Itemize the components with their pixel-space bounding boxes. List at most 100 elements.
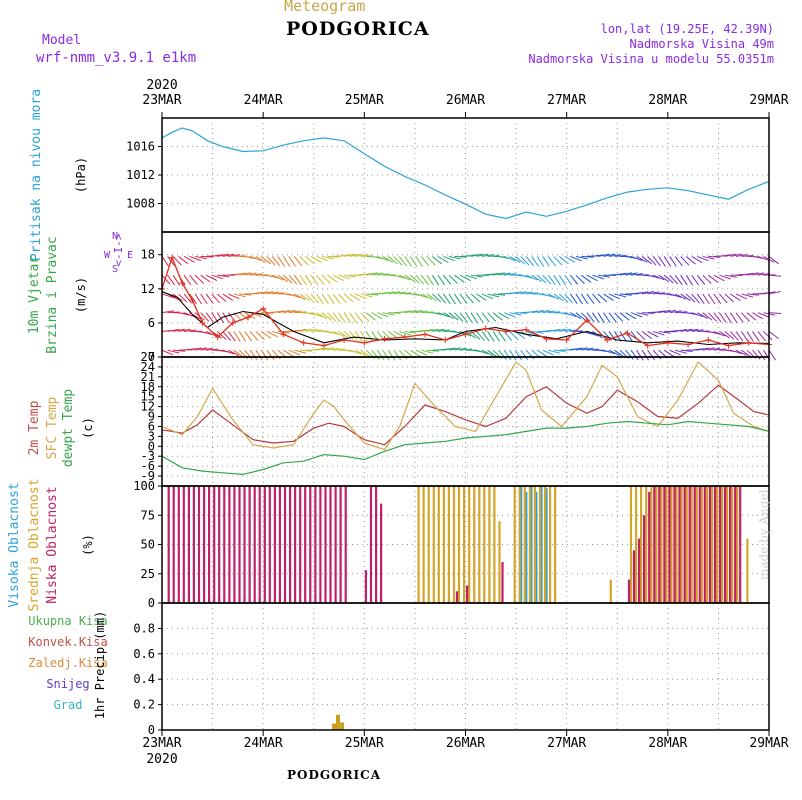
wind-barb xyxy=(437,329,450,332)
wind-barb xyxy=(349,253,362,257)
wind-barb xyxy=(592,312,600,323)
wind-barb-column xyxy=(713,255,726,351)
wind-barb xyxy=(376,349,385,361)
wind-barb xyxy=(614,293,627,298)
wind-gust-marker xyxy=(705,336,712,343)
wind-barb xyxy=(757,312,770,318)
wind-barb xyxy=(575,312,586,321)
top-year-label: 2020 xyxy=(146,78,177,93)
wind-barb xyxy=(399,292,412,295)
cloud-low-bar xyxy=(643,515,646,604)
pressure-line xyxy=(161,127,770,220)
wind-barb xyxy=(200,347,213,351)
wind-gust-marker xyxy=(725,342,732,349)
wind-barb xyxy=(614,312,624,322)
wind-barb xyxy=(409,274,420,284)
cloud-low-bar xyxy=(233,486,236,603)
wind-barb-column xyxy=(691,256,704,351)
cloud-low-bar xyxy=(304,486,307,603)
wind-barb xyxy=(266,256,276,266)
wind-barb xyxy=(768,312,782,314)
cloud-mid-bar xyxy=(705,486,708,603)
wind-barb xyxy=(255,331,265,341)
wind-barb xyxy=(603,253,616,257)
model-altitude-info: Nadmorska Visina u modelu 55.0351m xyxy=(528,52,774,66)
bottom-day-label: 26MAR xyxy=(446,736,485,751)
wind-barb xyxy=(476,331,485,341)
wind-gust-marker xyxy=(685,341,692,348)
cloud-high-bar xyxy=(520,486,523,603)
wind-barb-column xyxy=(233,255,246,358)
wind-barb xyxy=(393,330,405,338)
wind-barb xyxy=(327,293,335,305)
cloud-low-bar xyxy=(364,570,367,603)
wind-barb xyxy=(641,331,652,340)
cloud-low-bar xyxy=(501,562,504,603)
wind-barb xyxy=(261,291,274,295)
wind-barb xyxy=(321,312,332,321)
wind-barb xyxy=(752,312,763,320)
wind-barb xyxy=(686,328,699,332)
wind-barb xyxy=(746,331,754,342)
wind-barb xyxy=(492,272,505,276)
wind-barb xyxy=(244,272,257,276)
wind-barb xyxy=(338,254,351,257)
wind-barb xyxy=(514,256,525,265)
wind-barb xyxy=(757,273,770,276)
wind-direction-legend: <-I-> xyxy=(112,233,125,266)
cloud-mid-bar xyxy=(442,486,445,603)
cloud-low-bar xyxy=(172,486,175,603)
wind-barb xyxy=(625,312,637,320)
cloud-mid-bar xyxy=(488,486,491,603)
wind-barb xyxy=(547,274,556,286)
wind-barb xyxy=(592,254,605,257)
wind-barb xyxy=(360,331,368,342)
wind-barb xyxy=(249,349,258,361)
wind-barb-column xyxy=(724,253,737,353)
wind-barb xyxy=(282,256,291,267)
wind-barb xyxy=(272,274,284,281)
wind-barb xyxy=(299,349,312,352)
wind-barb xyxy=(277,256,286,267)
wind-barb xyxy=(526,292,539,295)
wind-barb xyxy=(603,312,611,323)
cloud-low-bar xyxy=(724,486,727,603)
wind-barb xyxy=(575,255,588,260)
y-tick-label: 6 xyxy=(148,316,155,330)
wind-barb xyxy=(718,312,727,323)
y-tick-label: 24 xyxy=(141,360,155,374)
wind-barb xyxy=(183,255,195,263)
wind-barb xyxy=(261,331,272,339)
cloud-low-bar xyxy=(693,486,696,603)
wind-barb xyxy=(719,274,731,280)
wind-barb-column xyxy=(729,253,743,355)
wind-barb xyxy=(437,274,446,286)
wind-barb-column xyxy=(183,255,197,351)
wind-barb xyxy=(481,293,494,300)
wind-barb xyxy=(674,293,687,300)
top-day-label: 29MAR xyxy=(749,93,788,108)
wind-barb xyxy=(465,331,476,339)
wind-barb xyxy=(305,274,313,286)
wind-barb-column xyxy=(266,256,279,361)
wind-barb xyxy=(503,349,512,361)
wind-barb-column xyxy=(437,256,450,351)
wind-barb xyxy=(675,349,687,354)
wind-barb xyxy=(719,254,732,257)
meteogram-title: Meteogram xyxy=(284,0,366,15)
wind-barb xyxy=(707,312,718,322)
wind-barb xyxy=(558,293,569,303)
wind-barb-column xyxy=(586,255,599,351)
wind-barb xyxy=(564,256,576,263)
wind-gust-marker xyxy=(199,319,206,326)
wind-barb xyxy=(371,312,383,320)
wind-barb xyxy=(294,293,306,300)
wind-barb xyxy=(580,293,589,305)
wind-barb xyxy=(261,256,272,265)
wind-barb xyxy=(636,255,648,263)
wind-barb xyxy=(332,312,341,323)
wind-barb xyxy=(558,256,569,265)
wind-barb xyxy=(277,274,289,283)
bottom-year-label: 2020 xyxy=(146,752,177,767)
wind-barb xyxy=(558,274,567,286)
